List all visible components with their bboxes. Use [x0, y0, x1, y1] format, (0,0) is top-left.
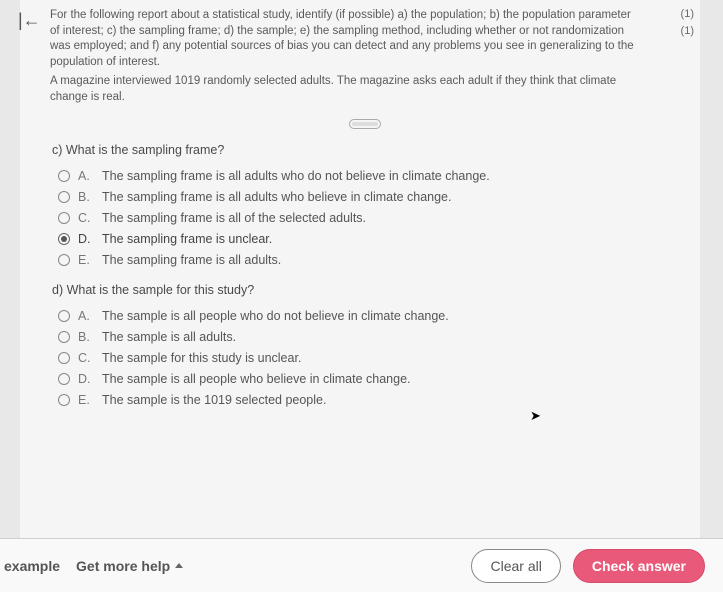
radio-icon[interactable]	[58, 394, 70, 406]
radio-icon[interactable]	[58, 254, 70, 266]
divider-pill	[349, 119, 381, 129]
radio-icon[interactable]	[58, 212, 70, 224]
radio-icon[interactable]	[58, 170, 70, 182]
qd-option-d[interactable]: D. The sample is all people who believe …	[58, 372, 680, 386]
option-letter: D.	[78, 232, 94, 246]
example-label[interactable]: example	[4, 558, 60, 574]
get-more-help-button[interactable]: Get more help	[76, 558, 183, 574]
qc-option-e[interactable]: E. The sampling frame is all adults.	[58, 253, 680, 267]
qc-option-d[interactable]: D. The sampling frame is unclear.	[58, 232, 680, 246]
clear-all-button[interactable]: Clear all	[471, 549, 560, 583]
mark-2: (1)	[681, 23, 694, 40]
qc-option-c[interactable]: C. The sampling frame is all of the sele…	[58, 211, 680, 225]
option-text: The sample is all people who do not beli…	[102, 309, 449, 323]
option-letter: E.	[78, 393, 94, 407]
intro-p2: A magazine interviewed 1019 randomly sel…	[50, 74, 640, 105]
option-text: The sample is the 1019 selected people.	[102, 393, 326, 407]
radio-icon[interactable]	[58, 373, 70, 385]
radio-icon[interactable]	[58, 352, 70, 364]
option-text: The sampling frame is all adults who bel…	[102, 190, 451, 204]
get-help-label: Get more help	[76, 558, 170, 574]
radio-icon[interactable]	[58, 233, 70, 245]
check-answer-button[interactable]: Check answer	[573, 549, 705, 583]
question-c-options: A. The sampling frame is all adults who …	[58, 169, 680, 267]
radio-icon[interactable]	[58, 310, 70, 322]
radio-icon[interactable]	[58, 331, 70, 343]
option-text: The sampling frame is all adults.	[102, 253, 281, 267]
radio-icon[interactable]	[58, 191, 70, 203]
option-letter: E.	[78, 253, 94, 267]
option-text: The sampling frame is all of the selecte…	[102, 211, 366, 225]
option-letter: A.	[78, 309, 94, 323]
option-letter: C.	[78, 211, 94, 225]
qd-option-c[interactable]: C. The sample for this study is unclear.	[58, 351, 680, 365]
intro-p1: For the following report about a statist…	[50, 8, 640, 70]
qc-option-a[interactable]: A. The sampling frame is all adults who …	[58, 169, 680, 183]
option-text: The sampling frame is unclear.	[102, 232, 272, 246]
option-letter: A.	[78, 169, 94, 183]
option-letter: D.	[78, 372, 94, 386]
option-text: The sample for this study is unclear.	[102, 351, 301, 365]
option-letter: B.	[78, 190, 94, 204]
score-marks: (1) (1)	[681, 6, 694, 39]
question-d-options: A. The sample is all people who do not b…	[58, 309, 680, 407]
caret-up-icon	[175, 563, 183, 568]
back-icon[interactable]: |←	[18, 10, 41, 31]
option-text: The sample is all people who believe in …	[102, 372, 411, 386]
option-letter: C.	[78, 351, 94, 365]
footer-bar: example Get more help Clear all Check an…	[0, 538, 723, 592]
qd-option-b[interactable]: B. The sample is all adults.	[58, 330, 680, 344]
option-text: The sample is all adults.	[102, 330, 236, 344]
qd-option-a[interactable]: A. The sample is all people who do not b…	[58, 309, 680, 323]
qc-option-b[interactable]: B. The sampling frame is all adults who …	[58, 190, 680, 204]
problem-intro: For the following report about a statist…	[50, 8, 680, 105]
question-c-prompt: c) What is the sampling frame?	[52, 143, 680, 157]
mark-1: (1)	[681, 6, 694, 23]
qd-option-e[interactable]: E. The sample is the 1019 selected peopl…	[58, 393, 680, 407]
option-text: The sampling frame is all adults who do …	[102, 169, 490, 183]
cursor-icon: ➤	[530, 408, 541, 424]
option-letter: B.	[78, 330, 94, 344]
question-d-prompt: d) What is the sample for this study?	[52, 283, 680, 297]
